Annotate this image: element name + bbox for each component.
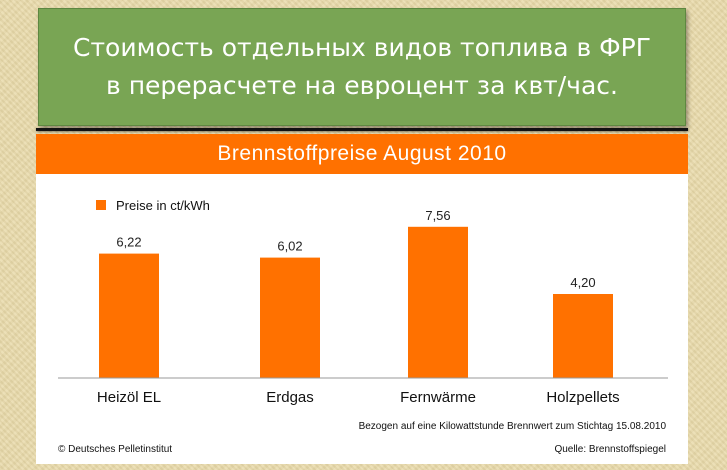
legend-swatch <box>96 200 106 210</box>
slide-title-line-2: в перерасчете на евроцент за квт/час. <box>106 71 618 100</box>
bar-2 <box>260 257 320 378</box>
bar-chart: 6,22 Heizöl EL 6,02 Erdgas 7,56 Fernwärme 4,20… <box>58 198 668 455</box>
chart-panel: Brennstoffpreise August 2010 6,22 Heizöl … <box>36 134 688 464</box>
chart-footnote: Bezogen auf eine Kilowattstunde Brennwer… <box>359 421 667 432</box>
bar-4 <box>553 294 613 378</box>
chart-title-bar: Brennstoffpreise August 2010 <box>36 134 688 174</box>
legend-label: Preise in ct/kWh <box>116 198 210 213</box>
bar-3 <box>408 226 468 378</box>
x-tick-label: Fernwärme <box>400 389 476 406</box>
bar-value-label: 6,22 <box>116 235 141 250</box>
x-tick-label: Holzpellets <box>546 389 619 406</box>
source-text: Quelle: Brennstoffspiegel <box>554 444 666 455</box>
slide-title-banner: Стоимость отдельных видов топлива в ФРГ … <box>38 8 686 126</box>
chart-title: Brennstoffpreise August 2010 <box>217 142 507 165</box>
bar-value-label: 6,02 <box>277 239 302 254</box>
title-divider <box>36 128 688 131</box>
bar-1 <box>99 253 159 378</box>
bar-value-label: 4,20 <box>570 275 595 290</box>
bar-value-label: 7,56 <box>425 208 450 223</box>
copyright-text: © Deutsches Pelletinstitut <box>58 444 172 455</box>
slide-title-line-1: Стоимость отдельных видов топлива в ФРГ <box>73 33 651 62</box>
x-tick-label: Erdgas <box>266 389 314 406</box>
x-tick-label: Heizöl EL <box>97 389 161 406</box>
